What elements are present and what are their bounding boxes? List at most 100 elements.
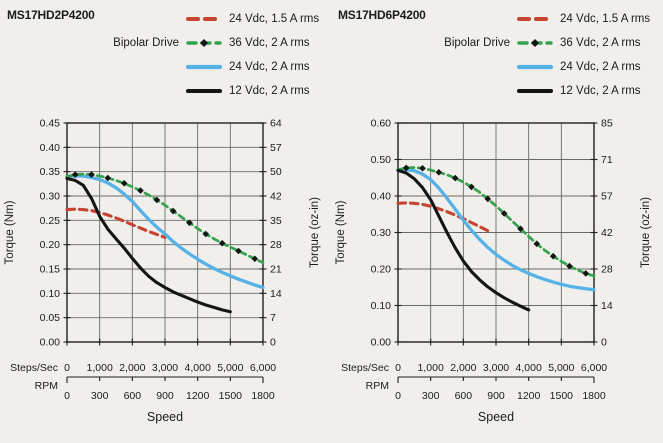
torque-nm-axis-title: Torque (Nm) xyxy=(4,200,16,264)
y-left-tick-label: 0.50 xyxy=(371,154,392,166)
y-left-tick-label: 0.35 xyxy=(40,166,61,178)
legend-swatch-green-diamond xyxy=(185,31,223,55)
red-dashed-line-icon xyxy=(186,17,222,21)
y-left-tick-label: 0.10 xyxy=(371,300,392,312)
legend-label-24v-2a: 24 Vdc, 2 A rms xyxy=(229,61,310,73)
y-right-tick-label: 42 xyxy=(601,227,613,239)
legend-label-12v-2a: 12 Vdc, 2 A rms xyxy=(560,85,641,97)
torque-speed-chart-right: 0.60 85 0.50 71 0.40 57 0.30 42 0.20 28 0.10 14 0.00… xyxy=(331,106,662,438)
y-left-tick-label: 0.10 xyxy=(40,288,61,300)
panel-header-left: MS17HD2P4200 24 Vdc, 1.5 A rms Bipolar D… xyxy=(0,0,331,106)
bipolar-drive-label: Bipolar Drive xyxy=(113,37,179,49)
rpm-tick-label: 300 xyxy=(91,390,109,402)
legend-swatch-red-dashed xyxy=(516,7,554,31)
rpm-tick-label: 900 xyxy=(156,390,174,402)
y-left-tick-label: 0.40 xyxy=(371,191,392,203)
steps-tick-label: 0 xyxy=(395,362,401,374)
steps-tick-label: 1,000 xyxy=(418,362,444,374)
rpm-scale-line xyxy=(66,376,264,383)
torque-nm-axis-title: Torque (Nm) xyxy=(335,200,347,264)
torque-ozin-axis-title: Torque (oz-in) xyxy=(309,197,321,268)
legend-label-36v-2a: 36 Vdc, 2 A rms xyxy=(560,37,641,49)
legend-spacer xyxy=(444,79,510,103)
y-right-tick-label: 0 xyxy=(270,337,276,349)
y-right-tick-label: 35 xyxy=(270,215,282,227)
rpm-tick-label: 0 xyxy=(64,390,70,402)
axis-ticks xyxy=(63,122,267,346)
y-left-tick-label: 0.25 xyxy=(40,215,61,227)
legend-spacer xyxy=(444,7,510,31)
y-left-tick-label: 0.40 xyxy=(40,142,61,154)
gridlines xyxy=(397,122,595,343)
chart-title: MS17HD6P4200 xyxy=(338,8,426,22)
steps-tick-label: 2,000 xyxy=(450,362,476,374)
rpm-axis-label: RPM xyxy=(366,380,389,392)
legend-swatch-black-solid xyxy=(185,79,223,103)
legend-swatch-black-solid xyxy=(516,79,554,103)
legend-label-36v-2a: 36 Vdc, 2 A rms xyxy=(229,37,310,49)
panel-ms17hd2p4200: MS17HD2P4200 24 Vdc, 1.5 A rms Bipolar D… xyxy=(0,0,331,438)
y-right-tick-label: 28 xyxy=(601,264,613,276)
rpm-tick-label: 1800 xyxy=(582,390,606,402)
steps-tick-label: 4,000 xyxy=(185,362,211,374)
black-solid-line-icon xyxy=(186,89,222,93)
speed-axis-title: Speed xyxy=(478,410,514,424)
legend-spacer xyxy=(113,55,179,79)
torque-speed-chart-left: 0.45 64 0.40 57 0.35 50 0.30 42 0.25 35 0.20 28 0.15… xyxy=(0,106,331,438)
legend-label-12v-2a: 12 Vdc, 2 A rms xyxy=(229,85,310,97)
rpm-tick-label: 300 xyxy=(422,390,440,402)
blue-solid-line-icon xyxy=(185,64,223,70)
legend-spacer xyxy=(444,55,510,79)
y-right-tick-label: 7 xyxy=(270,312,276,324)
steps-tick-label: 3,000 xyxy=(152,362,178,374)
green-dash-diamond-icon xyxy=(517,39,553,47)
legend-label-24v-2a: 24 Vdc, 2 A rms xyxy=(560,61,641,73)
rpm-scale-line xyxy=(397,376,595,383)
y-left-tick-label: 0.30 xyxy=(371,227,392,239)
y-right-tick-label: 14 xyxy=(601,300,613,312)
legend-swatch-green-diamond xyxy=(516,31,554,55)
rpm-tick-label: 1500 xyxy=(550,390,574,402)
black-solid-line-icon xyxy=(517,89,553,93)
y-right-tick-label: 71 xyxy=(601,154,613,166)
y-right-tick-label: 57 xyxy=(270,142,282,154)
green-dash-diamond-icon xyxy=(186,39,222,47)
rpm-tick-label: 600 xyxy=(124,390,142,402)
rpm-tick-label: 600 xyxy=(455,390,473,402)
y-right-tick-label: 42 xyxy=(270,191,282,203)
legend-label-24v-1p5a: 24 Vdc, 1.5 A rms xyxy=(560,13,651,25)
series-line-black xyxy=(65,176,232,314)
steps-axis-label: Steps/Sec xyxy=(341,362,389,374)
series-line-green xyxy=(65,172,265,265)
series-line-black xyxy=(396,168,531,312)
rpm-tick-label: 0 xyxy=(395,390,401,402)
steps-axis-label: Steps/Sec xyxy=(10,362,58,374)
rpm-tick-label: 1800 xyxy=(251,390,275,402)
rpm-tick-label: 1200 xyxy=(517,390,541,402)
y-left-tick-label: 0.20 xyxy=(40,239,61,251)
legend: 24 Vdc, 1.5 A rms Bipolar Drive 36 Vdc, … xyxy=(444,7,660,103)
series-line-blue xyxy=(396,168,596,292)
series-line-red xyxy=(396,201,490,233)
panel-header-right: MS17HD6P4200 24 Vdc, 1.5 A rms Bipolar D… xyxy=(331,0,662,106)
y-right-tick-label: 14 xyxy=(270,288,282,300)
chart-svg: 0.60 85 0.50 71 0.40 57 0.30 42 0.20 28 0.10 14 0.00… xyxy=(335,118,652,425)
steps-tick-label: 0 xyxy=(64,362,70,374)
torque-ozin-axis-title: Torque (oz-in) xyxy=(640,197,652,268)
legend-swatch-blue-solid xyxy=(185,55,223,79)
y-right-tick-label: 28 xyxy=(270,239,282,251)
y-left-tick-label: 0.30 xyxy=(40,191,61,203)
speed-axis-title: Speed xyxy=(147,410,183,424)
legend-swatch-blue-solid xyxy=(516,55,554,79)
steps-tick-label: 3,000 xyxy=(483,362,509,374)
y-right-tick-label: 64 xyxy=(270,118,282,130)
chart-svg: 0.45 64 0.40 57 0.35 50 0.30 42 0.25 35 0.20 28 0.15… xyxy=(4,118,321,425)
y-right-tick-label: 85 xyxy=(601,118,613,130)
y-left-tick-label: 0.60 xyxy=(371,118,392,130)
legend-spacer xyxy=(113,79,179,103)
steps-tick-label: 5,000 xyxy=(217,362,243,374)
y-left-tick-label: 0.45 xyxy=(40,118,61,130)
y-right-tick-label: 50 xyxy=(270,166,282,178)
series-line-red xyxy=(65,207,167,239)
red-dashed-line-icon xyxy=(517,17,553,21)
